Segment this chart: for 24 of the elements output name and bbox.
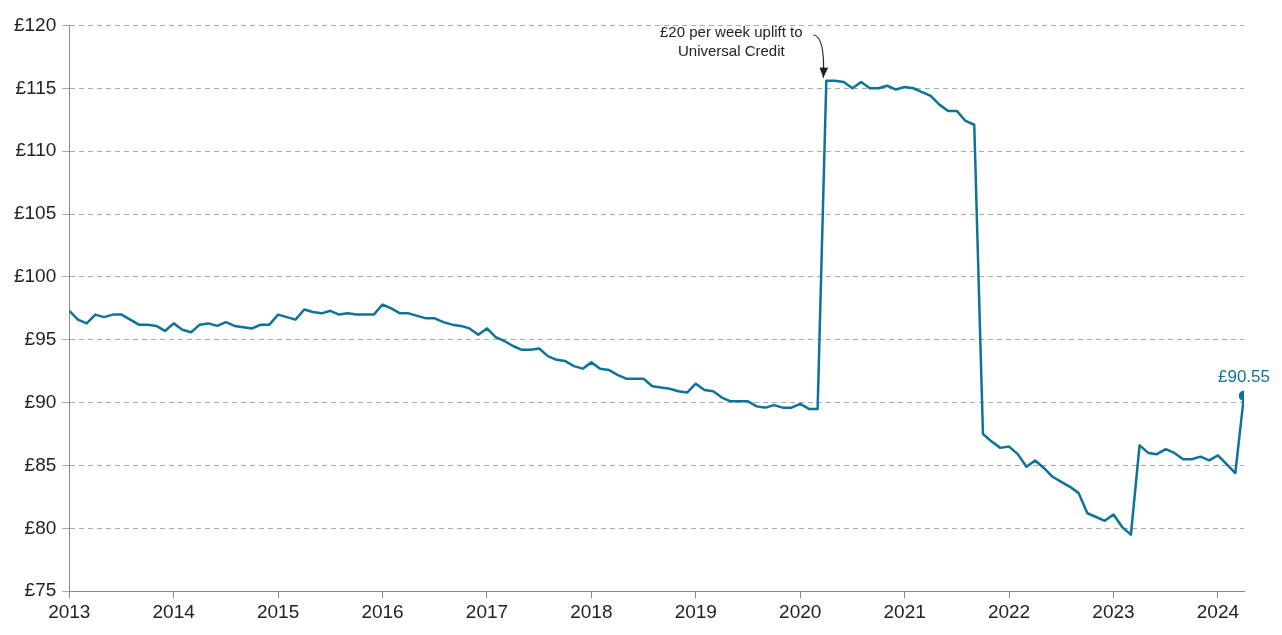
x-tick-label: 2016 <box>361 600 404 622</box>
annotation: £20 per week uplift to Universal Credit <box>660 22 803 59</box>
y-tick-label: £80 <box>24 516 57 538</box>
x-tick-label: 2017 <box>465 600 509 622</box>
y-tick-label: £85 <box>24 453 57 475</box>
y-tick-label: £75 <box>24 579 57 601</box>
data-label: £90.55 <box>1218 366 1270 386</box>
x-tick-label: 2023 <box>1092 600 1135 622</box>
y-tick-label: £115 <box>15 76 57 98</box>
y-tick-label: £110 <box>15 139 57 161</box>
y-tick-label: £105 <box>13 202 57 224</box>
x-tick-label: 2020 <box>779 600 822 622</box>
y-tick-label: £100 <box>13 265 57 287</box>
x-tick-label: 2024 <box>1196 600 1240 622</box>
x-tick-label: 2015 <box>256 600 300 622</box>
y-tick-label: £95 <box>24 327 57 349</box>
y-tick-label: £90 <box>24 390 57 412</box>
y-tick-label: £120 <box>13 13 57 35</box>
x-tick-label: 2019 <box>674 600 717 622</box>
x-tick-label: 2021 <box>883 600 926 622</box>
x-tick-label: 2013 <box>48 600 91 622</box>
x-tick-label: 2014 <box>152 600 196 622</box>
x-tick-label: 2022 <box>987 600 1031 622</box>
x-tick-label: 2018 <box>570 600 613 622</box>
